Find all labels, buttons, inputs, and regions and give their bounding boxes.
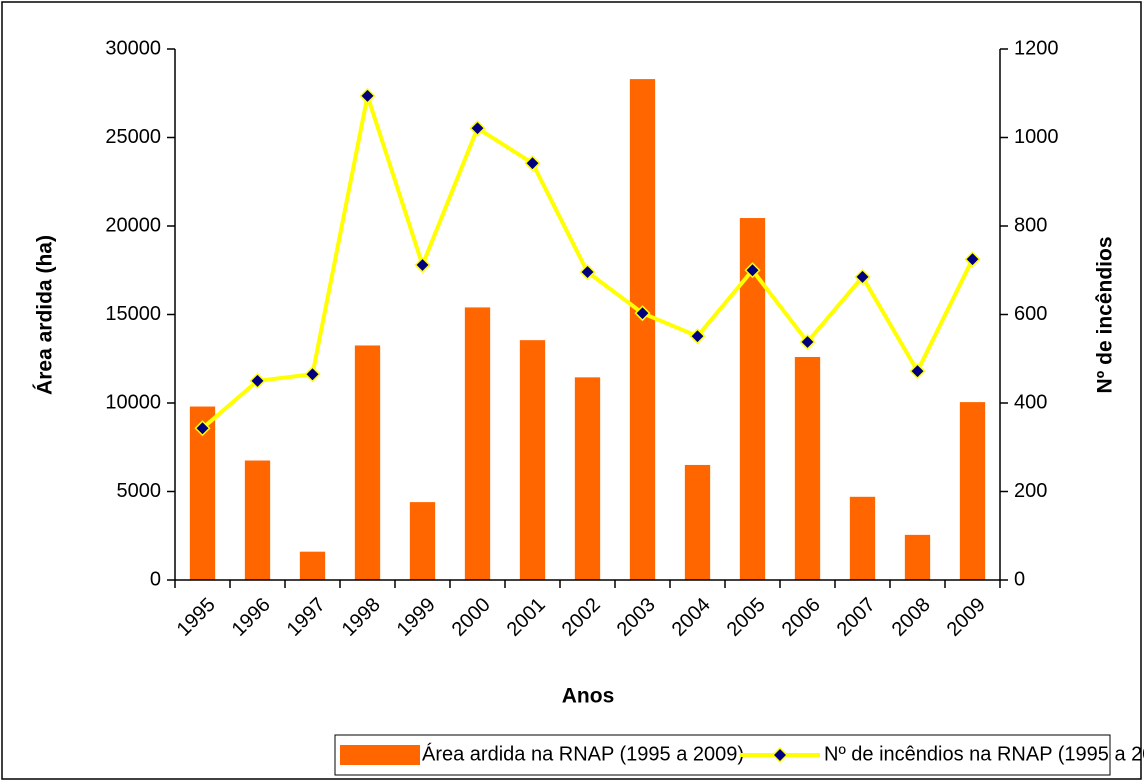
bar (244, 460, 271, 580)
y-axis-title: Área ardida (ha) (34, 235, 57, 395)
bar (959, 402, 986, 580)
y-tick-label: 15000 (105, 303, 161, 325)
bar (464, 307, 491, 580)
y2-tick-label: 0 (1014, 568, 1025, 590)
bar (904, 534, 931, 580)
y2-tick-label: 1200 (1014, 37, 1059, 59)
legend-box (334, 734, 1111, 776)
bar (519, 340, 546, 580)
bar (409, 502, 436, 580)
bar (299, 551, 326, 580)
bar (574, 377, 601, 580)
marker (579, 263, 596, 281)
marker (194, 420, 211, 437)
y-tick-label: 5000 (117, 480, 162, 502)
marker (249, 372, 266, 389)
y2-tick-label: 600 (1014, 303, 1047, 325)
marker (799, 333, 816, 350)
y2-tick-label: 200 (1014, 480, 1047, 502)
bar (354, 345, 381, 580)
x-axis-title: Anos (562, 685, 615, 708)
y2-axis-title: Nº de incêndios (1094, 236, 1117, 393)
y2-tick-label: 400 (1014, 391, 1047, 413)
legend-label: Nº de incêndios na RNAP (1995 a 2009) (824, 743, 1144, 765)
y2-tick-label: 1000 (1014, 126, 1059, 148)
bar (684, 464, 711, 580)
marker (909, 363, 926, 380)
y-tick-label: 25000 (105, 126, 161, 148)
legend-marker (771, 746, 789, 764)
marker (359, 87, 376, 104)
marker (854, 268, 871, 285)
marker (524, 155, 541, 172)
marker (634, 305, 651, 322)
marker (469, 120, 486, 137)
y-tick-label: 0 (150, 568, 161, 590)
marker (689, 328, 706, 345)
legend-swatch (340, 745, 420, 765)
legend-label: Área ardida na RNAP (1995 a 2009) (422, 742, 744, 765)
y2-tick-label: 800 (1014, 214, 1047, 236)
y-tick-label: 10000 (105, 391, 161, 413)
marker (744, 262, 761, 279)
marker (304, 366, 321, 383)
bar (794, 356, 821, 580)
marker (414, 256, 431, 274)
y-tick-label: 20000 (105, 214, 161, 236)
bar (849, 496, 876, 580)
y-tick-label: 30000 (105, 37, 161, 59)
bar (629, 79, 656, 580)
marker (964, 251, 981, 268)
